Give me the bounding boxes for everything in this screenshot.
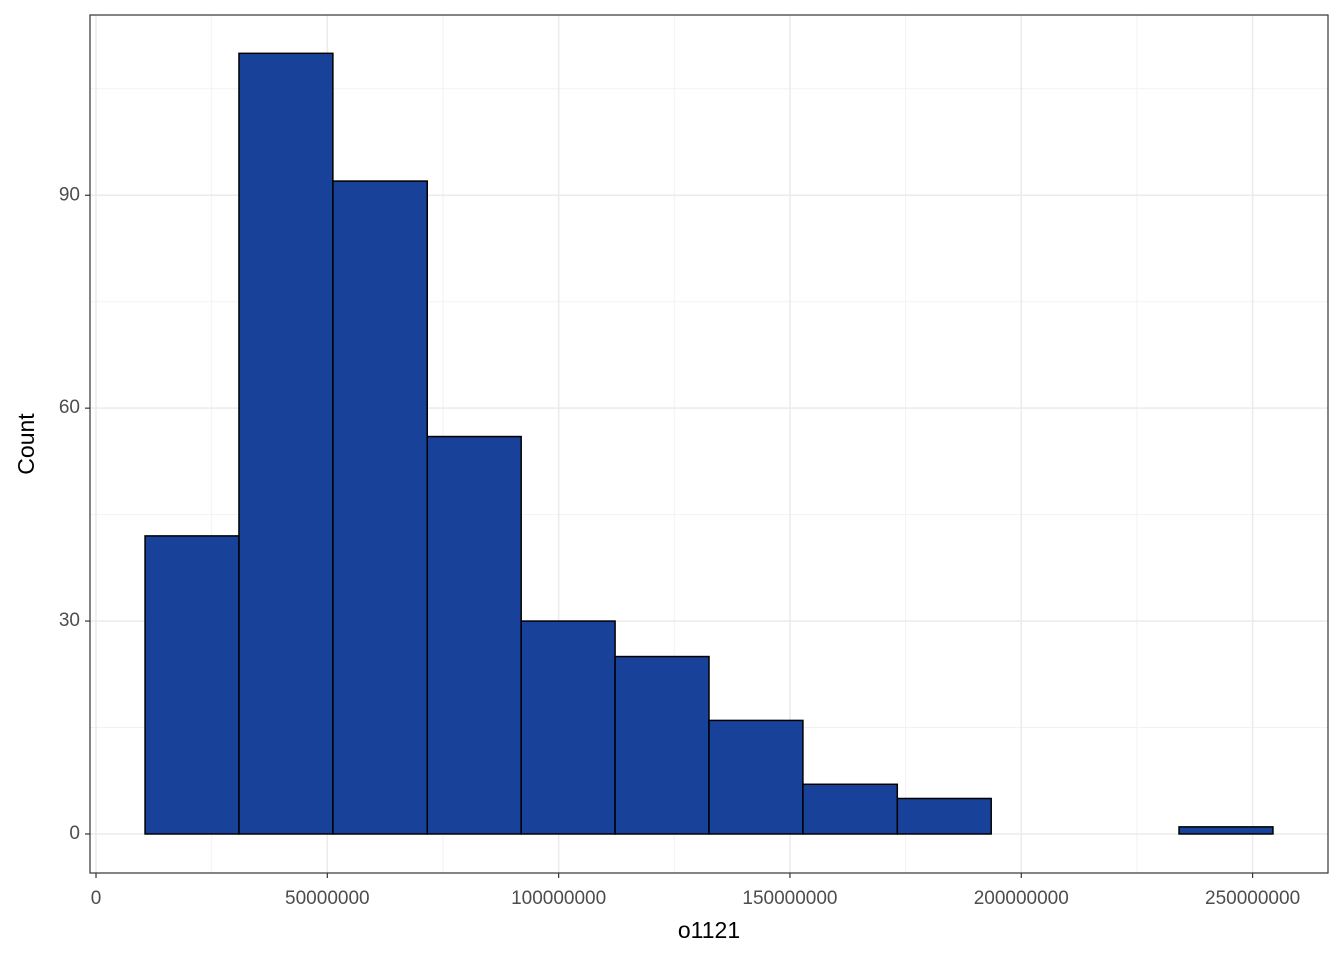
bar <box>144 535 240 835</box>
bar <box>520 620 616 835</box>
bar <box>802 783 899 835</box>
y-tick-label: 60 <box>59 397 80 418</box>
bar <box>896 797 992 835</box>
x-tick-label: 250000000 <box>1205 888 1300 909</box>
x-tick-label: 150000000 <box>742 888 837 909</box>
y-tick-label: 0 <box>69 823 80 844</box>
bar <box>332 180 429 835</box>
bar <box>708 719 804 835</box>
x-tick-label: 100000000 <box>511 888 606 909</box>
panel-border <box>89 14 1329 874</box>
bar <box>238 52 334 835</box>
y-tick-label: 90 <box>59 184 80 205</box>
x-axis-title: o1121 <box>678 917 740 943</box>
x-tick-label: 0 <box>91 888 102 909</box>
y-axis-title: Count <box>13 413 39 475</box>
x-tick-label: 200000000 <box>974 888 1069 909</box>
x-tick-label: 50000000 <box>285 888 370 909</box>
bar <box>426 435 522 835</box>
y-tick-label: 30 <box>59 610 80 631</box>
bar <box>614 655 710 835</box>
bar <box>1178 826 1274 835</box>
